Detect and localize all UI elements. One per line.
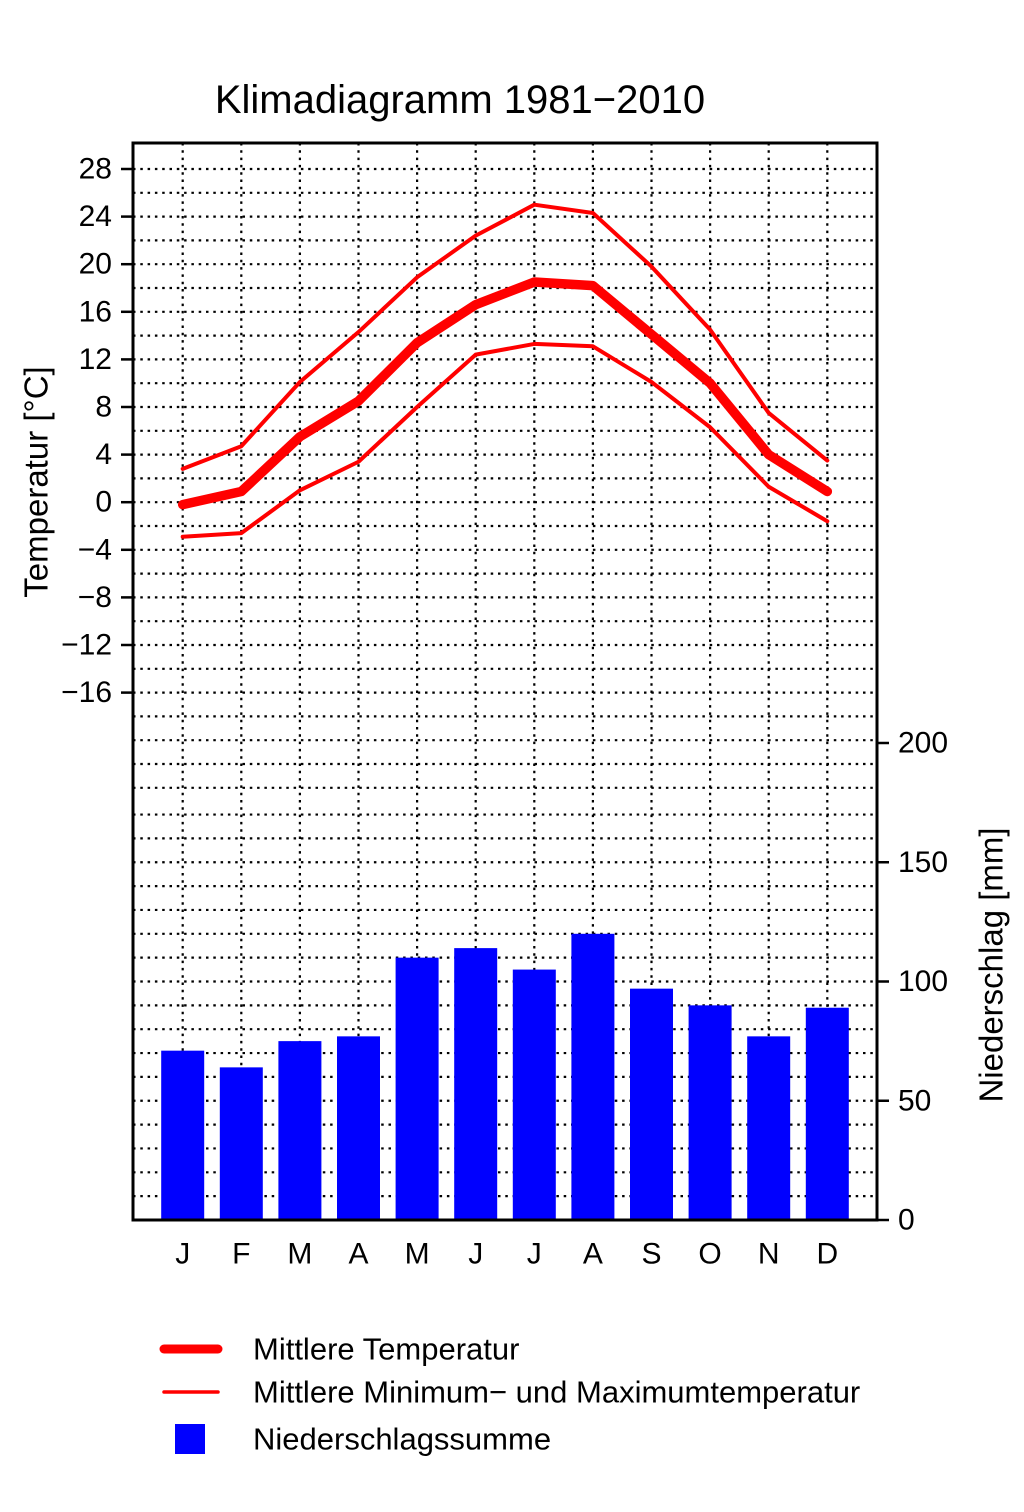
precip-bar [747,1036,791,1220]
month-label: J [468,1238,483,1271]
minmax-temperature-line [180,341,830,539]
precip-tick-label: 0 [898,1204,915,1237]
precip-bar [219,1067,263,1220]
temp-tick-label: 28 [79,153,112,186]
precip-tick-label: 200 [898,727,948,760]
precip-bar [161,1050,205,1220]
temp-tick-label: 4 [95,438,112,471]
temp-tick-label: 12 [79,343,112,376]
precip-bar [512,969,556,1220]
legend-label-precipitation: Niederschlagssumme [253,1422,551,1457]
temp-tick-label: 0 [95,486,112,519]
precip-bar [571,933,615,1220]
precip-tick-label: 100 [898,965,948,998]
temp-tick-label: −16 [61,676,112,709]
precip-bar [395,957,439,1220]
temp-tick-label: 20 [79,248,112,281]
temperature-axis-title: Temperatur [°C] [18,366,55,597]
precip-bar [630,988,673,1220]
month-label: M [287,1238,312,1271]
legend: Mittlere Temperatur Mittlere Minimum− un… [159,1332,860,1457]
temp-tick-label: 8 [95,391,112,424]
month-label: A [583,1238,603,1271]
temp-tick-label: 24 [79,200,112,233]
temp-tick-label: −4 [78,533,112,566]
plot-border [131,141,879,1222]
precip-bar [805,1007,849,1220]
precip-bar [278,1041,322,1220]
precipitation-axis-title: Niederschlag [mm] [973,827,1010,1102]
month-label: A [348,1238,368,1271]
temp-tick-label: −12 [61,629,112,662]
precip-tick-label: 150 [898,846,948,879]
temp-tick-label: 16 [79,295,112,328]
legend-label-mean-temperature: Mittlere Temperatur [253,1332,519,1367]
month-label: F [232,1238,250,1271]
mean-temperature-line [177,277,833,510]
precip-bar [337,1036,380,1220]
plot-area: 28 24 20 16 12 8 4 0 −4 −8 −12 −16 0 50 100 150 200 J F M A M… [61,141,948,1271]
precip-bar [688,1005,732,1220]
month-label: O [698,1238,721,1271]
month-label: J [175,1238,190,1271]
month-label: J [527,1238,542,1271]
month-label: S [641,1238,661,1271]
temp-tick-label: −8 [78,581,112,614]
legend-square-swatch [175,1424,205,1454]
chart-title: Klimadiagramm 1981−2010 [215,78,705,122]
month-label: D [816,1238,838,1271]
minmax-temperature-line [180,202,830,471]
precip-tick-label: 50 [898,1084,931,1117]
month-label: N [758,1238,780,1271]
month-label: M [405,1238,430,1271]
precip-bar [454,948,498,1220]
legend-label-minmax-temperature: Mittlere Minimum− und Maximumtemperatur [253,1375,860,1410]
